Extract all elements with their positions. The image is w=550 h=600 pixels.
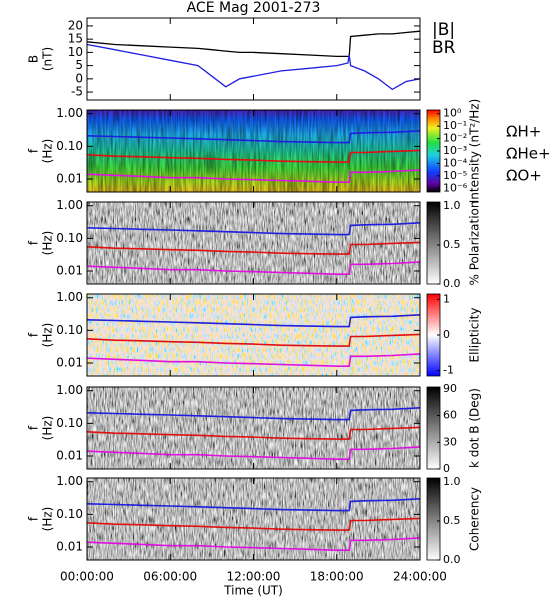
- colorbar-tick-label: 10⁻¹: [443, 119, 467, 132]
- y-axis-label: f: [27, 425, 41, 430]
- y-axis-label: (Hz): [41, 507, 55, 532]
- colorbar-tick-label: 1: [443, 292, 450, 305]
- legend-entry: |B|: [432, 20, 455, 40]
- colorbar-tick-label: 0.5: [443, 514, 461, 527]
- colorbar: [426, 477, 441, 561]
- colorbar-tick-label: 0.5: [443, 238, 461, 251]
- y-axis-label: f: [27, 240, 41, 245]
- colorbar-tick-label: 60: [443, 409, 457, 422]
- colorbar-label: Ellipticity: [468, 308, 482, 363]
- y-tick-label: 1.00: [56, 106, 83, 120]
- x-tick-label: 24:00:00: [393, 570, 447, 584]
- legend-entry: ΩO+: [506, 167, 542, 185]
- y-tick-label: 1.00: [56, 198, 83, 212]
- colorbar-tick-label: 10⁻³: [443, 144, 467, 157]
- y-tick-label: 0.01: [56, 172, 83, 186]
- colorbar-tick-label: 10⁰: [443, 107, 462, 120]
- series-line: [86, 517, 421, 531]
- y-tick-label: 0.01: [56, 540, 83, 554]
- y-axis-label: (Hz): [41, 416, 55, 441]
- series-line: [86, 333, 421, 347]
- series-line: [86, 537, 421, 552]
- y-tick-label: 0.01: [56, 449, 83, 463]
- y-axis-label: f: [27, 332, 41, 337]
- plot-background: [87, 18, 420, 100]
- series-line: [86, 426, 421, 440]
- spectrogram: [87, 294, 420, 376]
- y-tick-label: 0: [75, 71, 83, 85]
- colorbar: [426, 386, 441, 470]
- y-tick-label: 10: [68, 45, 83, 59]
- y-axis-label: (Hz): [41, 139, 55, 164]
- legend-entry: ΩHe+: [506, 145, 550, 163]
- x-axis-label: Time (UT): [223, 584, 283, 598]
- colorbar-tick-label: 1.0: [443, 475, 461, 488]
- series-line: [86, 446, 421, 461]
- y-tick-label: 0.10: [56, 416, 83, 430]
- y-tick-label: 0.10: [56, 507, 83, 521]
- series-line: [86, 353, 421, 368]
- y-axis-label: (Hz): [41, 323, 55, 348]
- colorbar-tick-label: -1: [443, 364, 454, 377]
- colorbar-label: Coherency: [468, 487, 482, 551]
- series-line: [86, 241, 421, 255]
- y-tick-label: 0.01: [56, 356, 83, 370]
- series-line: [86, 130, 421, 144]
- y-tick-label: 0.10: [56, 323, 83, 337]
- colorbar-tick-label: 10⁻⁶: [443, 181, 468, 194]
- colorbar-tick-label: 0: [443, 328, 450, 341]
- series-line: [86, 407, 421, 421]
- colorbar-label: % Polarization: [468, 201, 482, 286]
- y-tick-label: 5: [75, 58, 83, 72]
- colorbar-tick-label: 10⁻⁵: [443, 169, 467, 182]
- x-tick-label: 00:00:00: [60, 570, 114, 584]
- y-tick-label: -5: [71, 85, 83, 99]
- legend-entry: BR: [432, 38, 456, 58]
- x-tick-label: 12:00:00: [227, 570, 281, 584]
- spectrogram: [87, 202, 420, 284]
- y-tick-label: 0.10: [56, 231, 83, 245]
- series-line: [86, 261, 421, 276]
- y-axis-label: B: [27, 55, 41, 63]
- x-tick-label: 18:00:00: [310, 570, 364, 584]
- chart-title: ACE Mag 2001-273: [187, 0, 321, 16]
- colorbar-tick-label: 10⁻⁴: [443, 156, 468, 169]
- colorbar-tick-label: 30: [443, 435, 457, 448]
- colorbar-label: k dot B (Deg): [468, 388, 482, 468]
- colorbar-tick-label: 10⁻²: [443, 132, 467, 145]
- y-tick-label: 0.10: [56, 139, 83, 153]
- y-axis-label: (Hz): [41, 231, 55, 256]
- y-tick-label: 20: [68, 18, 83, 32]
- colorbar-tick-label: 90: [443, 382, 457, 395]
- series-line: [86, 169, 421, 183]
- y-tick-label: 0.01: [56, 264, 83, 278]
- y-tick-label: 1.00: [56, 290, 83, 304]
- y-tick-label: 1.00: [56, 383, 83, 397]
- colorbar: [426, 201, 441, 285]
- y-axis-label: f: [27, 516, 41, 521]
- y-tick-label: 15: [68, 32, 83, 46]
- x-tick-label: 06:00:00: [143, 570, 197, 584]
- spectrogram: [87, 387, 420, 469]
- series-line: [86, 222, 421, 236]
- y-tick-label: 1.00: [56, 474, 83, 488]
- series-line: [86, 314, 421, 328]
- series-line: [86, 30, 421, 58]
- legend-entry: ΩH+: [506, 123, 541, 141]
- series-line: [86, 43, 421, 91]
- colorbar-tick-label: 0: [443, 462, 450, 475]
- series-line: [86, 498, 421, 512]
- spectrogram-texture: [87, 110, 420, 192]
- colorbar-tick-label: 1.0: [443, 199, 461, 212]
- y-axis-label: (nT): [41, 47, 55, 71]
- colorbar-tick-label: 0.0: [443, 553, 461, 566]
- spectrogram: [87, 478, 420, 560]
- colorbar-label: Intensity (nT²/Hz): [468, 99, 482, 204]
- colorbar-tick-label: 0.0: [443, 277, 461, 290]
- series-line: [86, 149, 421, 163]
- y-axis-label: f: [27, 148, 41, 153]
